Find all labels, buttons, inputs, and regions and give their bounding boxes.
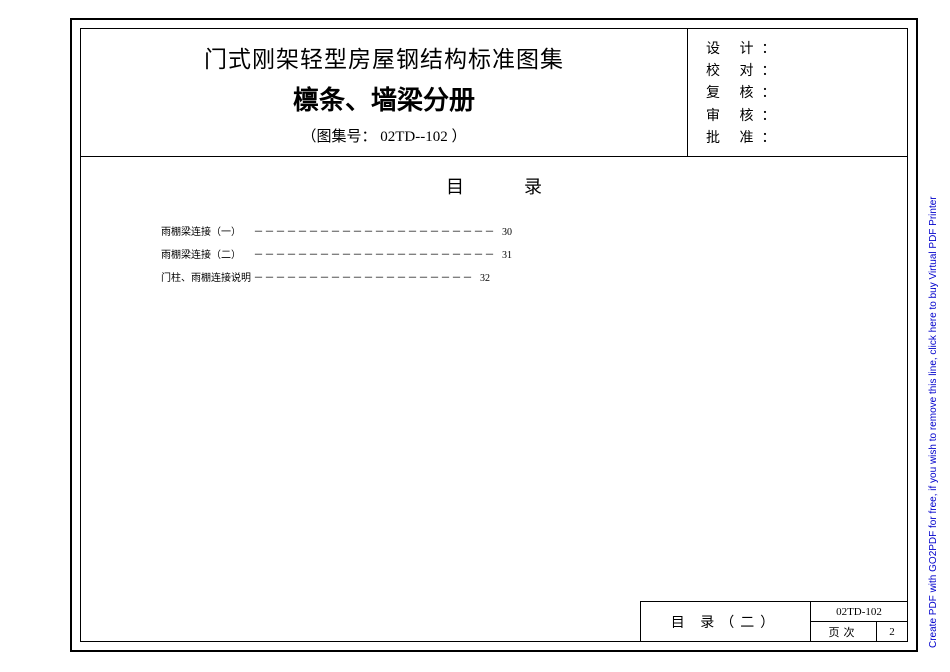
toc-label: 雨棚梁连接（一） [161, 223, 251, 238]
toc-item: 雨棚梁连接（一） －－－－－－－－－－－－－－－－－－－－－－ 30 [161, 223, 847, 238]
approval-design: 设 计： [706, 38, 889, 58]
toc-page: 32 [480, 273, 490, 284]
header-block: 门式刚架轻型房屋钢结构标准图集 檩条、墙梁分册 （图集号： 02TD--102 … [81, 29, 907, 157]
footer-page-row: 页次 2 [811, 622, 907, 641]
approval-approve: 批 准： [706, 127, 889, 147]
inner-frame: 门式刚架轻型房屋钢结构标准图集 檩条、墙梁分册 （图集号： 02TD--102 … [80, 28, 908, 642]
outer-frame: 门式刚架轻型房屋钢结构标准图集 檩条、墙梁分册 （图集号： 02TD--102 … [70, 18, 918, 652]
toc-leader: －－－－－－－－－－－－－－－－－－－－ [254, 273, 474, 284]
title-main: 门式刚架轻型房屋钢结构标准图集 [204, 40, 564, 74]
title-block: 门式刚架轻型房屋钢结构标准图集 檩条、墙梁分册 （图集号： 02TD--102 … [81, 29, 687, 156]
toc-page: 31 [502, 250, 512, 261]
toc-page: 30 [502, 227, 512, 238]
approval-check: 校 对： [706, 60, 889, 80]
toc-heading: 目录 [141, 173, 847, 199]
footer-page-num: 2 [877, 622, 907, 641]
toc-leader: －－－－－－－－－－－－－－－－－－－－－－ [254, 227, 496, 238]
approval-review: 复 核： [706, 82, 889, 102]
footer-code: 02TD-102 [811, 602, 907, 622]
approval-block: 设 计： 校 对： 复 核： 审 核： 批 准： [687, 29, 907, 156]
toc-label: 门柱、雨棚连接说明 [161, 269, 251, 284]
code-suffix: ） [452, 129, 467, 145]
toc-label: 雨棚梁连接（二） [161, 246, 251, 261]
footer-block: 目 录（二） 02TD-102 页次 2 [640, 601, 907, 641]
toc-list: 雨棚梁连接（一） －－－－－－－－－－－－－－－－－－－－－－ 30 雨棚梁连接… [161, 223, 847, 284]
toc-leader: －－－－－－－－－－－－－－－－－－－－－－ [254, 250, 496, 261]
footer-right: 02TD-102 页次 2 [811, 602, 907, 641]
code-value: 02TD--102 [380, 129, 448, 145]
footer-page-label: 页次 [811, 622, 877, 641]
footer-section-title: 目 录（二） [641, 602, 811, 641]
title-sub: 檩条、墙梁分册 [293, 80, 475, 117]
toc-item: 门柱、雨棚连接说明 －－－－－－－－－－－－－－－－－－－－ 32 [161, 269, 847, 284]
pdf-watermark[interactable]: Create PDF with GO2PDF for free, if you … [928, 50, 944, 648]
content-area: 目录 雨棚梁连接（一） －－－－－－－－－－－－－－－－－－－－－－ 30 雨棚… [81, 157, 907, 601]
toc-item: 雨棚梁连接（二） －－－－－－－－－－－－－－－－－－－－－－ 31 [161, 246, 847, 261]
code-prefix: （图集号： [301, 129, 376, 145]
approval-audit: 审 核： [706, 105, 889, 125]
title-code: （图集号： 02TD--102 ） [301, 125, 466, 146]
